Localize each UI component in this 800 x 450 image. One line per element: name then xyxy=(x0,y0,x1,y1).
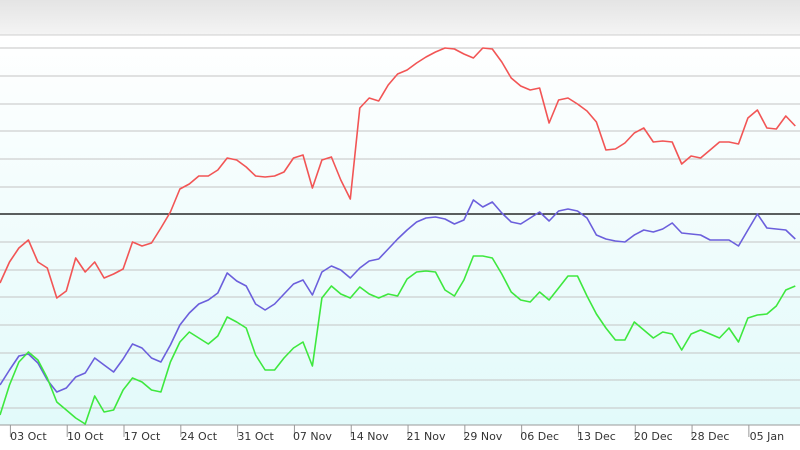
x-tick-label: 13 Dec xyxy=(577,430,616,443)
x-tick-label: 07 Nov xyxy=(293,430,332,443)
x-tick-label: 17 Oct xyxy=(124,430,161,443)
series-line xyxy=(0,199,796,393)
x-tick-label: 06 Dec xyxy=(520,430,559,443)
x-tick-label: 05 Jan xyxy=(750,430,784,443)
x-tick-label: 20 Dec xyxy=(634,430,673,443)
x-tick-label: 21 Nov xyxy=(407,430,446,443)
series-line xyxy=(0,47,796,299)
x-tick-label: 14 Nov xyxy=(350,430,389,443)
x-tick-label: 31 Oct xyxy=(237,430,274,443)
series-line xyxy=(0,255,796,425)
top-bar xyxy=(0,0,800,35)
x-tick-label: 24 Oct xyxy=(181,430,218,443)
plot-background xyxy=(0,35,800,425)
x-tick-label: 03 Oct xyxy=(10,430,47,443)
x-tick-label: 10 Oct xyxy=(67,430,104,443)
x-tick-label: 29 Nov xyxy=(463,430,502,443)
x-tick-label: 28 Dec xyxy=(691,430,730,443)
